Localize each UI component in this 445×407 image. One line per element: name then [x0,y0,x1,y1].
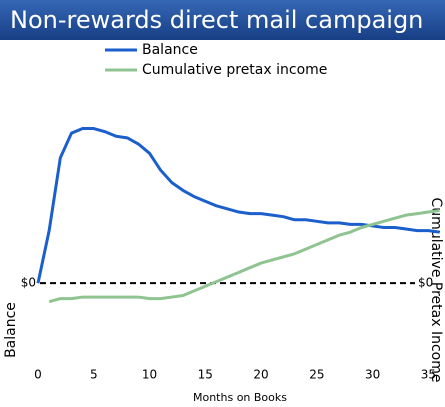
x-tick-label: 30 [365,368,380,382]
y-tick-label: $0 [21,276,36,290]
x-tick-label: 5 [90,368,98,382]
x-axis-label: Months on Books [193,391,287,404]
x-tick-label: 25 [309,368,324,382]
chart-title: Non-rewards direct mail campaign [10,6,423,34]
x-tick-label: 35 [421,368,436,382]
x-tick-label: 10 [142,368,157,382]
y2-tick-label: $0 [418,276,433,290]
legend-label: Cumulative pretax income [142,62,327,78]
x-tick-label: 0 [34,368,42,382]
y2-axis-label: Cumulative Pretax Income [428,198,444,383]
title-bar [0,0,445,40]
legend-label: Balance [142,42,198,58]
x-tick-label: 15 [198,368,213,382]
series-line [36,127,440,284]
x-tick-label: 20 [253,368,268,382]
series-line [48,209,440,304]
y-axis-label: Balance [3,302,19,358]
